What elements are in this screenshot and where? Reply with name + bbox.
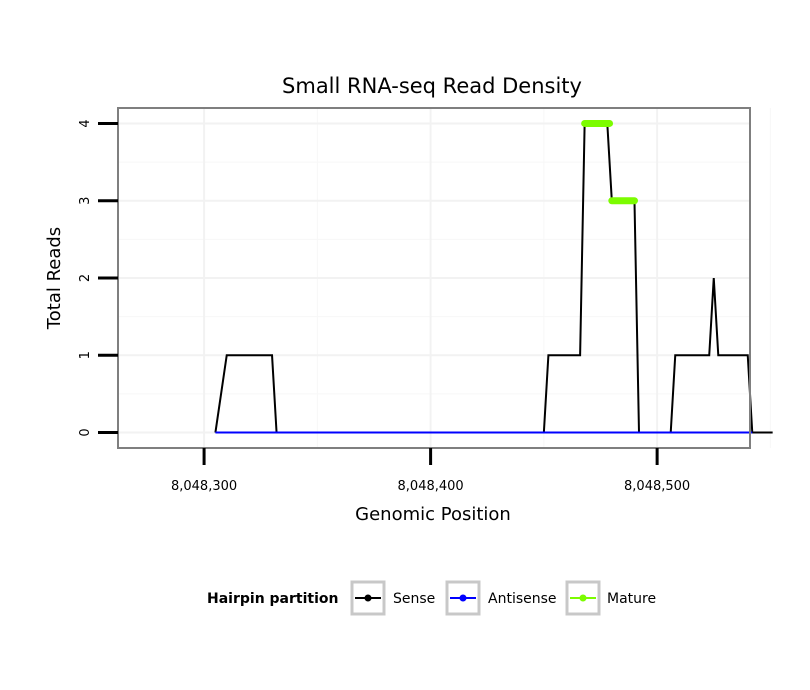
legend-label-mature: Mature xyxy=(607,591,656,607)
legend-label-antisense: Antisense xyxy=(488,591,557,607)
y-tick-label-0: 0 xyxy=(78,428,93,436)
x-tick-label-2: 8,048,500 xyxy=(624,479,690,494)
legend-entry-sense: Sense xyxy=(350,580,435,616)
y-axis: 0 1 2 3 4 xyxy=(78,119,118,437)
plot-panel xyxy=(117,107,773,449)
x-tick-label-0: 8,048,300 xyxy=(171,479,237,494)
legend-entry-antisense: Antisense xyxy=(445,580,557,616)
y-tick-label-4: 4 xyxy=(78,119,93,127)
legend-title: Hairpin partition xyxy=(207,591,338,607)
legend: Hairpin partition Sense Antisense Mature xyxy=(207,580,656,616)
series-layer xyxy=(214,119,773,434)
x-tick-label-1: 8,048,400 xyxy=(398,479,464,494)
chart-title: Small RNA-seq Read Density xyxy=(282,74,582,98)
y-axis-label: Total Reads xyxy=(44,227,65,330)
legend-key-sense-dot xyxy=(364,594,372,602)
x-axis: 8,048,300 8,048,400 8,048,500 xyxy=(171,448,690,494)
legend-entry-mature: Mature xyxy=(565,580,656,616)
legend-label-sense: Sense xyxy=(393,591,435,607)
legend-key-antisense-dot xyxy=(459,594,467,602)
x-axis-label: Genomic Position xyxy=(355,504,511,525)
y-tick-label-2: 2 xyxy=(78,274,93,282)
y-tick-label-1: 1 xyxy=(78,351,93,359)
y-tick-label-3: 3 xyxy=(78,197,93,205)
legend-key-mature-dot xyxy=(579,594,587,602)
